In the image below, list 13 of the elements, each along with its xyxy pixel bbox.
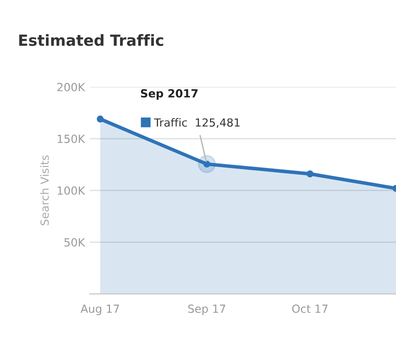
y-tick-label: 150K	[58, 134, 86, 144]
x-tick-label: Oct 17	[292, 304, 328, 313]
annotation: Traffic 125,481	[154, 118, 240, 128]
y-tick-label: 50K	[64, 238, 86, 247]
x-tick-label: Sep 17	[188, 304, 226, 316]
point	[306, 170, 314, 178]
y-axis-title: Search Visits	[40, 155, 49, 226]
y-tick-label: 100K	[58, 186, 86, 195]
y-tick-label: 200K	[57, 82, 86, 92]
chart-title: Estimated Traffic	[19, 34, 164, 46]
annotation: Sep 2017	[140, 89, 198, 100]
x-tick-label: Aug 17	[80, 304, 119, 316]
point	[96, 116, 104, 122]
